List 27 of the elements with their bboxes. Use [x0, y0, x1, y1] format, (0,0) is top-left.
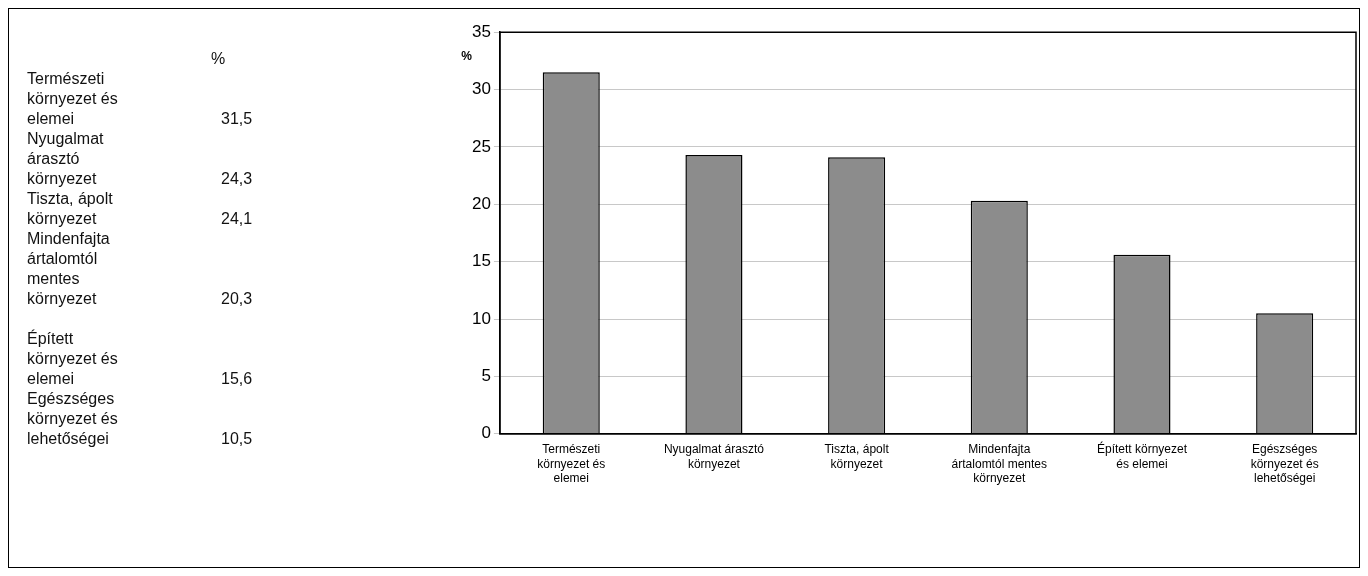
y-tick-label: 10 [471, 308, 491, 328]
y-tick-label: 25 [471, 136, 491, 156]
y-tick-label: 15 [471, 251, 491, 271]
x-tick-label: Mindenfajta ártalomtól mentes környezet [951, 442, 1047, 486]
text: 31,5 [220, 109, 254, 129]
y-axis-title: % [461, 49, 473, 64]
text: 15,6 [220, 369, 254, 389]
text: Tiszta, ápolt környezet [27, 189, 114, 229]
text: Nyugalmat árasztó környezet [27, 129, 105, 189]
y-tick-label: 30 [471, 79, 491, 99]
text: 20,3 [220, 289, 254, 309]
y-tick-label: 5 [481, 366, 491, 386]
x-tick-label: Épített környezet és elemei [1096, 441, 1188, 471]
text: % [210, 49, 226, 69]
y-tick-label: 35 [471, 21, 491, 41]
text: Természeti környezet és elemei [27, 69, 119, 129]
text: 24,3 [220, 169, 254, 189]
text: 10,5 [220, 429, 254, 449]
text: 24,1 [220, 209, 254, 229]
x-tick-label: Tiszta, ápolt környezet [824, 442, 890, 471]
y-tick-label: 20 [471, 194, 491, 213]
y-tick-label: 0 [481, 423, 491, 443]
text: Épített környezet és elemei [27, 329, 119, 389]
x-tick-label: Nyugalmat árasztó környezet [663, 442, 765, 471]
x-tick-label: Természeti környezet és elemei [537, 442, 606, 486]
text: Mindenfajta ártalomtól mentes környezet [27, 229, 111, 309]
x-tick-label: Egészséges környezet és lehetőségei [1250, 442, 1319, 486]
